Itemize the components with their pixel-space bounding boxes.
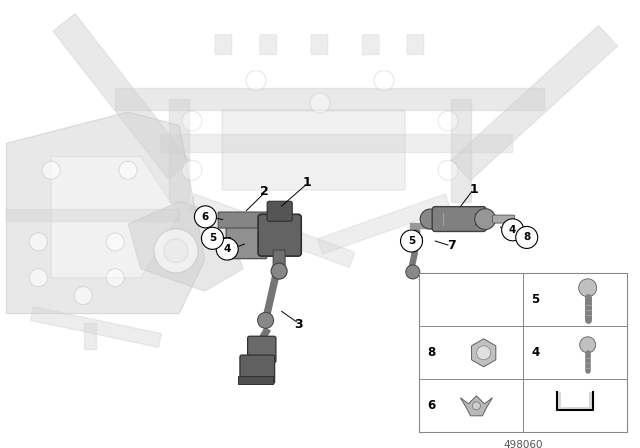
Circle shape: [164, 239, 188, 263]
Circle shape: [182, 111, 202, 131]
Polygon shape: [84, 323, 95, 349]
FancyBboxPatch shape: [238, 376, 273, 384]
Polygon shape: [412, 229, 420, 254]
Polygon shape: [252, 328, 270, 353]
Circle shape: [29, 269, 47, 287]
Circle shape: [106, 233, 124, 251]
Circle shape: [257, 312, 274, 328]
Circle shape: [182, 160, 202, 180]
Circle shape: [271, 263, 287, 279]
Polygon shape: [460, 396, 492, 416]
Circle shape: [580, 337, 596, 353]
Circle shape: [42, 161, 60, 179]
Circle shape: [472, 402, 481, 410]
Circle shape: [438, 160, 458, 180]
Polygon shape: [6, 209, 179, 221]
Circle shape: [119, 161, 137, 179]
Circle shape: [195, 206, 216, 228]
Text: 1: 1: [303, 176, 312, 190]
Circle shape: [477, 346, 491, 360]
Circle shape: [154, 229, 198, 273]
Circle shape: [502, 219, 524, 241]
Circle shape: [420, 209, 440, 229]
FancyBboxPatch shape: [260, 35, 277, 55]
Text: 6: 6: [202, 212, 209, 222]
Polygon shape: [262, 260, 282, 321]
Polygon shape: [6, 112, 205, 314]
FancyBboxPatch shape: [407, 35, 424, 55]
Text: 2: 2: [260, 185, 269, 198]
FancyBboxPatch shape: [222, 110, 405, 190]
Polygon shape: [51, 157, 179, 278]
Circle shape: [216, 238, 238, 260]
Circle shape: [438, 111, 458, 131]
FancyBboxPatch shape: [226, 214, 267, 258]
FancyBboxPatch shape: [362, 35, 379, 55]
Circle shape: [374, 71, 394, 90]
Circle shape: [579, 279, 596, 297]
Polygon shape: [115, 87, 544, 110]
Text: 4: 4: [509, 225, 516, 235]
Circle shape: [29, 233, 47, 251]
Text: 498060: 498060: [504, 440, 543, 448]
Text: 7: 7: [447, 238, 456, 252]
Polygon shape: [128, 202, 243, 291]
Text: 5: 5: [531, 293, 540, 306]
FancyBboxPatch shape: [273, 250, 285, 274]
Text: 3: 3: [294, 318, 303, 331]
FancyBboxPatch shape: [240, 355, 275, 383]
FancyBboxPatch shape: [215, 35, 232, 55]
Polygon shape: [410, 223, 434, 228]
Text: 8: 8: [523, 233, 531, 242]
Polygon shape: [472, 339, 496, 367]
Text: 5: 5: [209, 233, 216, 243]
Text: 6: 6: [428, 399, 435, 412]
FancyBboxPatch shape: [493, 215, 515, 223]
Circle shape: [246, 71, 266, 90]
Circle shape: [106, 269, 124, 287]
FancyBboxPatch shape: [311, 35, 328, 55]
Polygon shape: [31, 307, 161, 347]
Circle shape: [406, 265, 420, 279]
Circle shape: [475, 209, 495, 229]
FancyBboxPatch shape: [419, 273, 627, 432]
Polygon shape: [451, 26, 618, 181]
Polygon shape: [451, 99, 471, 202]
Polygon shape: [169, 99, 189, 202]
Circle shape: [202, 227, 223, 250]
FancyBboxPatch shape: [218, 212, 278, 228]
Circle shape: [516, 226, 538, 249]
Polygon shape: [317, 194, 451, 254]
Text: 1: 1: [470, 182, 479, 196]
Text: 4: 4: [531, 346, 540, 359]
Text: 8: 8: [428, 346, 435, 359]
Circle shape: [74, 287, 92, 305]
Circle shape: [401, 230, 422, 252]
FancyBboxPatch shape: [432, 207, 486, 232]
Text: 5: 5: [408, 236, 415, 246]
Text: 4: 4: [223, 244, 231, 254]
FancyBboxPatch shape: [258, 214, 301, 256]
FancyBboxPatch shape: [267, 201, 292, 221]
Polygon shape: [160, 134, 512, 152]
Circle shape: [310, 93, 330, 113]
Polygon shape: [189, 194, 355, 267]
Polygon shape: [557, 392, 593, 410]
Polygon shape: [53, 14, 190, 179]
FancyBboxPatch shape: [248, 336, 276, 362]
Polygon shape: [408, 253, 417, 271]
